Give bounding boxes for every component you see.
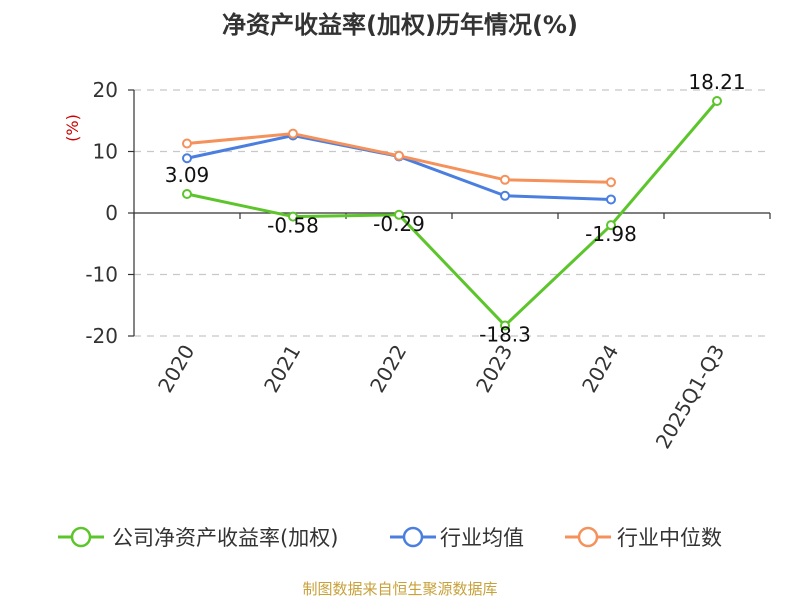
data-point [606, 220, 616, 231]
legend-marker [577, 526, 599, 548]
legend-marker [402, 526, 424, 548]
legend-label: 行业均值 [440, 526, 524, 550]
data-point [712, 96, 722, 107]
data-label: -1.98 [585, 222, 637, 246]
grid-lines [134, 89, 770, 337]
data-label: -0.29 [373, 212, 425, 236]
y-tick-label: -20 [85, 324, 118, 348]
y-tick-label: -10 [85, 263, 118, 287]
data-point [288, 211, 298, 222]
data-point [500, 320, 510, 331]
axes: 20 10 0 -10 -20 2020 2021 2022 2023 2024 2025Q1-Q3 [85, 78, 771, 453]
legend-label: 行业中位数 [617, 526, 722, 550]
data-point [606, 194, 616, 205]
data-point [182, 153, 192, 164]
data-point [606, 177, 616, 188]
x-tick-label: 2020 [153, 341, 199, 397]
legend-marker [70, 526, 92, 548]
data-label: -18.3 [479, 323, 531, 347]
data-label: 18.21 [688, 70, 745, 94]
x-tick-label: 2024 [577, 341, 623, 397]
x-tick-label: 2021 [259, 341, 305, 397]
data-point [288, 128, 298, 139]
legend-item: 公司净资产收益率(加权) [58, 526, 338, 550]
x-tick-label: 2023 [471, 341, 517, 397]
data-point [500, 174, 510, 185]
data-point [182, 188, 192, 199]
data-point [182, 138, 192, 149]
chart-title: 净资产收益率(加权)历年情况(%) [222, 11, 578, 39]
source-note: 制图数据来自恒生聚源数据库 [302, 580, 497, 598]
y-tick-label: 0 [105, 201, 118, 225]
y-tick-label: 10 [93, 140, 118, 164]
legend-label: 公司净资产收益率(加权) [112, 526, 338, 550]
legend-item: 行业中位数 [565, 526, 722, 550]
data-label: 3.09 [165, 163, 210, 187]
data-point [394, 150, 404, 161]
y-axis-unit: (%) [63, 114, 82, 142]
y-tick-label: 20 [93, 78, 118, 102]
data-point [394, 209, 404, 220]
series-layer: 3.09 -0.58 -0.29 -18.3 -1.98 18.21 [165, 70, 746, 347]
legend: 公司净资产收益率(加权) 行业均值 行业中位数 [58, 526, 722, 550]
x-tick-label: 2025Q1-Q3 [651, 341, 730, 453]
data-label: -0.58 [267, 214, 319, 238]
series-line [186, 100, 719, 328]
x-tick-label: 2022 [365, 341, 411, 397]
series-line [186, 134, 612, 201]
legend-item: 行业均值 [390, 526, 524, 550]
data-point [500, 190, 510, 201]
